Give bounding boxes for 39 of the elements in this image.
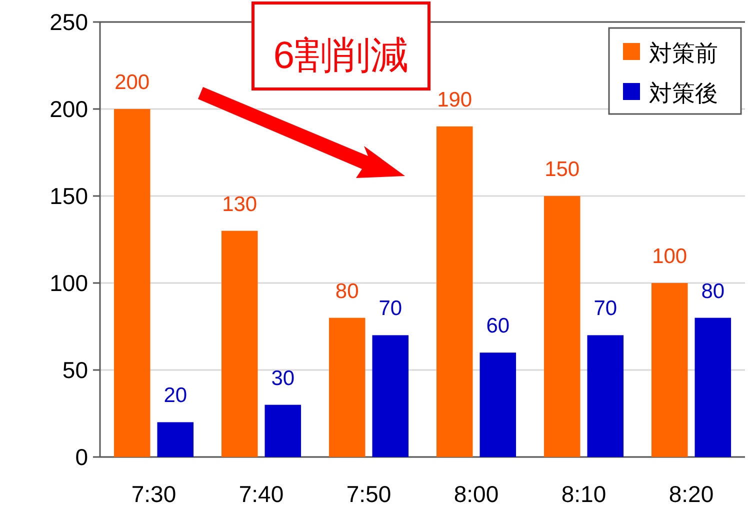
x-tick-label: 8:20	[668, 481, 714, 507]
bar	[480, 352, 516, 457]
bar	[157, 422, 194, 457]
x-tick-label: 8:00	[454, 481, 499, 507]
x-tick-label: 7:30	[131, 481, 176, 507]
x-tick-label: 8:10	[561, 481, 606, 507]
legend-label: 対策後	[649, 80, 718, 106]
data-label: 190	[437, 88, 472, 112]
y-tick-label: 150	[50, 183, 88, 209]
data-label: 80	[335, 280, 359, 303]
bar	[221, 230, 258, 457]
bar	[651, 283, 688, 457]
data-label: 60	[486, 314, 510, 338]
y-tick-label: 250	[50, 9, 88, 35]
data-label: 30	[271, 366, 295, 390]
bar	[587, 335, 624, 457]
data-label: 20	[164, 384, 188, 408]
y-tick-label: 0	[75, 444, 88, 470]
bar	[264, 404, 302, 457]
data-label: 80	[701, 280, 725, 303]
data-label: 70	[594, 297, 618, 320]
bar	[328, 318, 366, 457]
data-label: 130	[222, 192, 258, 216]
x-tick-label: 7:40	[238, 481, 284, 507]
x-tick-label: 7:50	[346, 481, 392, 507]
bar	[544, 196, 580, 457]
y-tick-label: 200	[50, 96, 88, 122]
y-tick-label: 100	[50, 270, 88, 296]
legend-label: 対策前	[649, 40, 718, 66]
bar	[372, 335, 409, 457]
bar	[114, 109, 150, 457]
bar	[436, 126, 473, 457]
data-label: 100	[652, 245, 688, 268]
annotation: 6割削減	[273, 35, 409, 77]
data-label: 200	[114, 71, 150, 94]
bar	[694, 318, 732, 457]
data-label: 150	[544, 158, 580, 181]
data-label: 70	[378, 297, 402, 320]
y-tick-label: 50	[62, 357, 88, 383]
